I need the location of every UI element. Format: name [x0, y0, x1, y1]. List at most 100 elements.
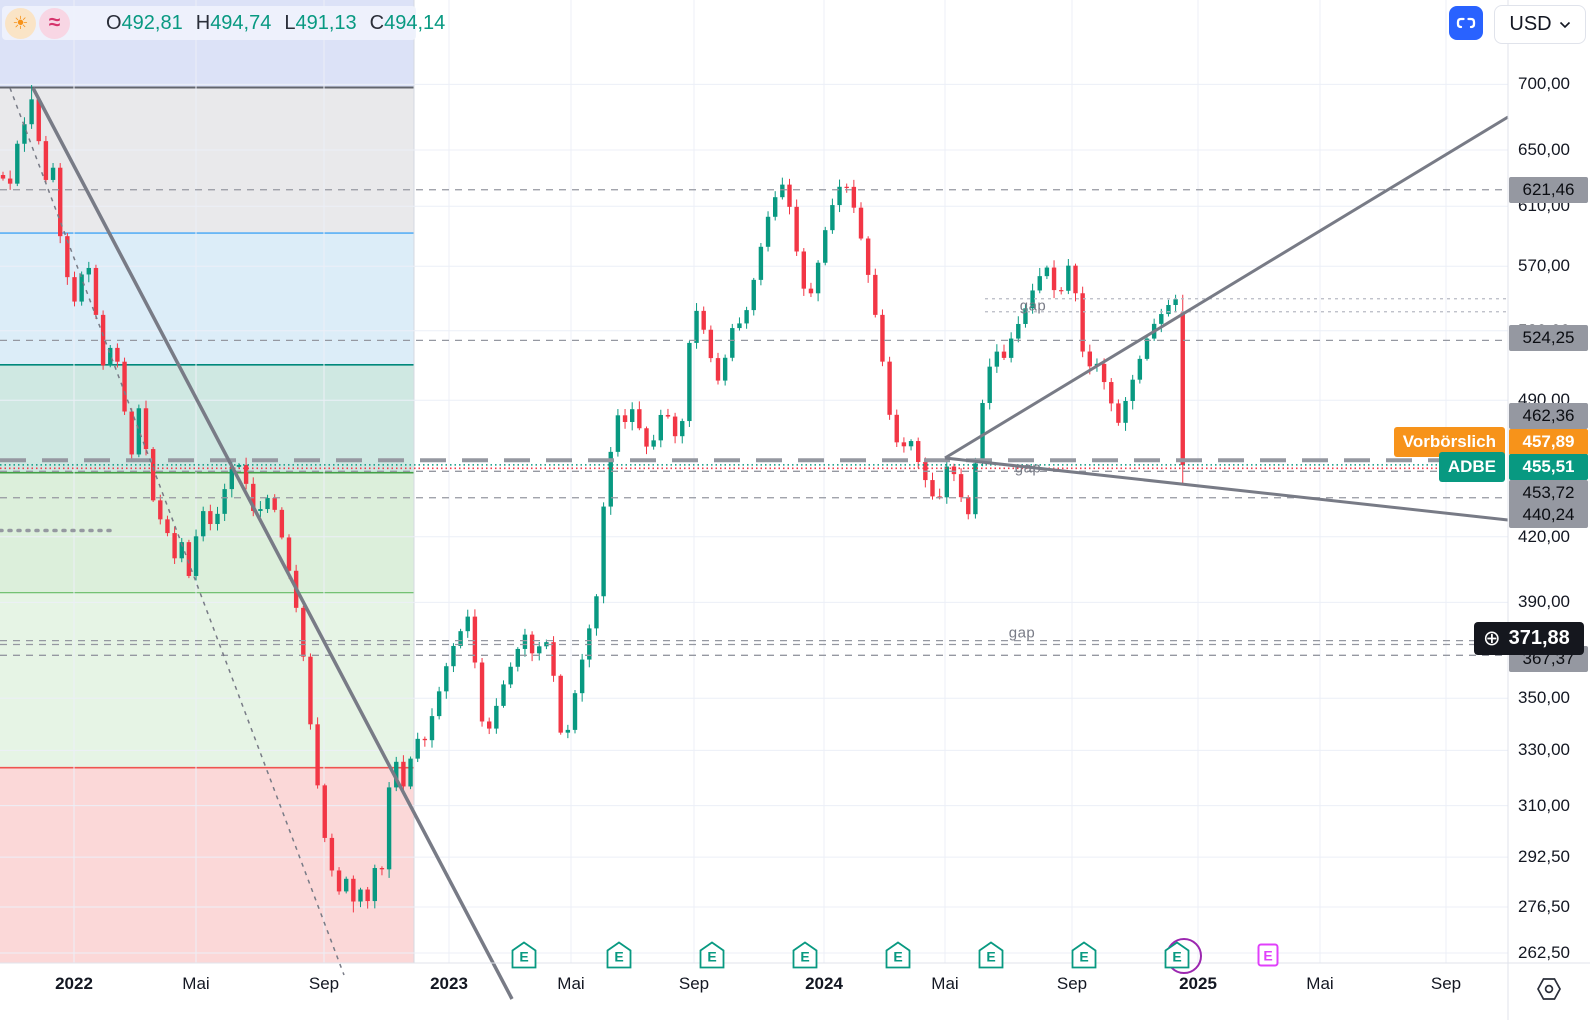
zone-band [0, 233, 414, 365]
candle [1101, 358, 1107, 390]
svg-text:E: E [519, 949, 528, 965]
zone-band [0, 472, 414, 593]
earnings-icon[interactable]: E [606, 941, 632, 969]
candle [79, 271, 84, 306]
candle [201, 506, 206, 542]
uptrend-line[interactable] [944, 115, 1509, 460]
time-axis-label: Mai [931, 974, 959, 993]
channel-line[interactable] [944, 456, 1509, 522]
candle [1080, 286, 1085, 358]
gap-label: gap [1008, 624, 1036, 642]
price-badge: 621,46 [1509, 177, 1588, 203]
zone-band [0, 87, 414, 234]
candle [751, 277, 756, 316]
candle [372, 864, 377, 909]
candle [351, 875, 356, 913]
price-badge: 455,51 [1509, 454, 1588, 480]
currency-selector[interactable]: USD [1494, 5, 1586, 44]
candle [773, 191, 778, 221]
quick-settings-button[interactable] [1534, 976, 1564, 1007]
candle [601, 502, 606, 604]
candle [394, 756, 399, 792]
candle [50, 162, 56, 183]
candle [408, 756, 413, 790]
candle [765, 211, 771, 252]
candle [587, 624, 592, 668]
candle [873, 268, 878, 318]
primary-downtrend-line[interactable] [31, 87, 514, 1000]
waves-icon[interactable]: ≈ [39, 7, 70, 39]
candle [987, 358, 992, 410]
candle [887, 356, 892, 420]
sun-icon[interactable]: ☀ [5, 7, 36, 39]
horizontal-level-lines[interactable] [0, 189, 1508, 656]
earnings-icon[interactable]: E [978, 941, 1004, 969]
time-axis-label: 2024 [805, 974, 843, 993]
candle [401, 755, 406, 793]
candle [708, 325, 714, 363]
plus-circle-icon[interactable]: ⊕ [1483, 627, 1501, 650]
candle [672, 412, 678, 444]
price-badge: 457,89 [1509, 429, 1588, 455]
candle [973, 457, 978, 519]
candle [1137, 355, 1143, 384]
earnings-icon[interactable]: E [792, 941, 818, 969]
candle [415, 732, 420, 763]
candle [880, 309, 885, 367]
candle [1059, 287, 1064, 295]
candle [565, 724, 571, 739]
trend-lines[interactable] [9, 87, 1509, 1000]
candle [344, 876, 349, 894]
candle [358, 887, 363, 908]
time-axis-label: Mai [1306, 974, 1334, 993]
earnings-icon[interactable]: E [885, 941, 911, 969]
candle [1037, 267, 1042, 294]
candle [1073, 263, 1078, 302]
candle [701, 306, 706, 334]
candle [43, 135, 49, 183]
candle [680, 418, 685, 444]
price-axis-label: 330,00 [1518, 740, 1570, 760]
time-axis-label: 2022 [55, 974, 93, 993]
earnings-icon[interactable]: E [1164, 941, 1190, 969]
earnings-icon[interactable]: E [1071, 941, 1097, 969]
candle [579, 653, 585, 702]
candle [444, 662, 449, 699]
earnings-icon[interactable]: E [699, 941, 725, 969]
candle [1166, 299, 1171, 317]
candle [908, 439, 914, 451]
candle [630, 402, 635, 431]
candle [994, 344, 1000, 373]
candle [265, 494, 270, 513]
candle [108, 344, 113, 368]
gap-label: gap [1019, 297, 1047, 315]
gap-label: gap [1014, 459, 1042, 477]
svg-text:E: E [893, 949, 902, 965]
candle [801, 248, 806, 296]
candle [258, 501, 263, 518]
candle [658, 409, 663, 448]
candle [1030, 283, 1035, 314]
svg-text:E: E [986, 949, 995, 965]
candle [322, 783, 327, 843]
future-earnings-icon[interactable]: E [1255, 941, 1281, 969]
high-label: H [195, 11, 211, 34]
earnings-icon[interactable]: E [511, 941, 537, 969]
candle [1130, 374, 1135, 410]
candle [815, 260, 821, 302]
candle [851, 179, 857, 213]
candle [780, 177, 785, 200]
candle [472, 609, 478, 669]
candle [208, 504, 213, 531]
candle [608, 446, 613, 515]
candle [0, 171, 6, 181]
time-axis-label: Mai [557, 974, 585, 993]
candle [7, 170, 13, 190]
hexagon-eye-icon [1537, 978, 1561, 1000]
candle [980, 399, 985, 467]
symbol-tag: ADBE [1438, 452, 1505, 482]
candlestick-series[interactable] [0, 85, 1185, 913]
screenshot-button[interactable] [1449, 6, 1483, 40]
